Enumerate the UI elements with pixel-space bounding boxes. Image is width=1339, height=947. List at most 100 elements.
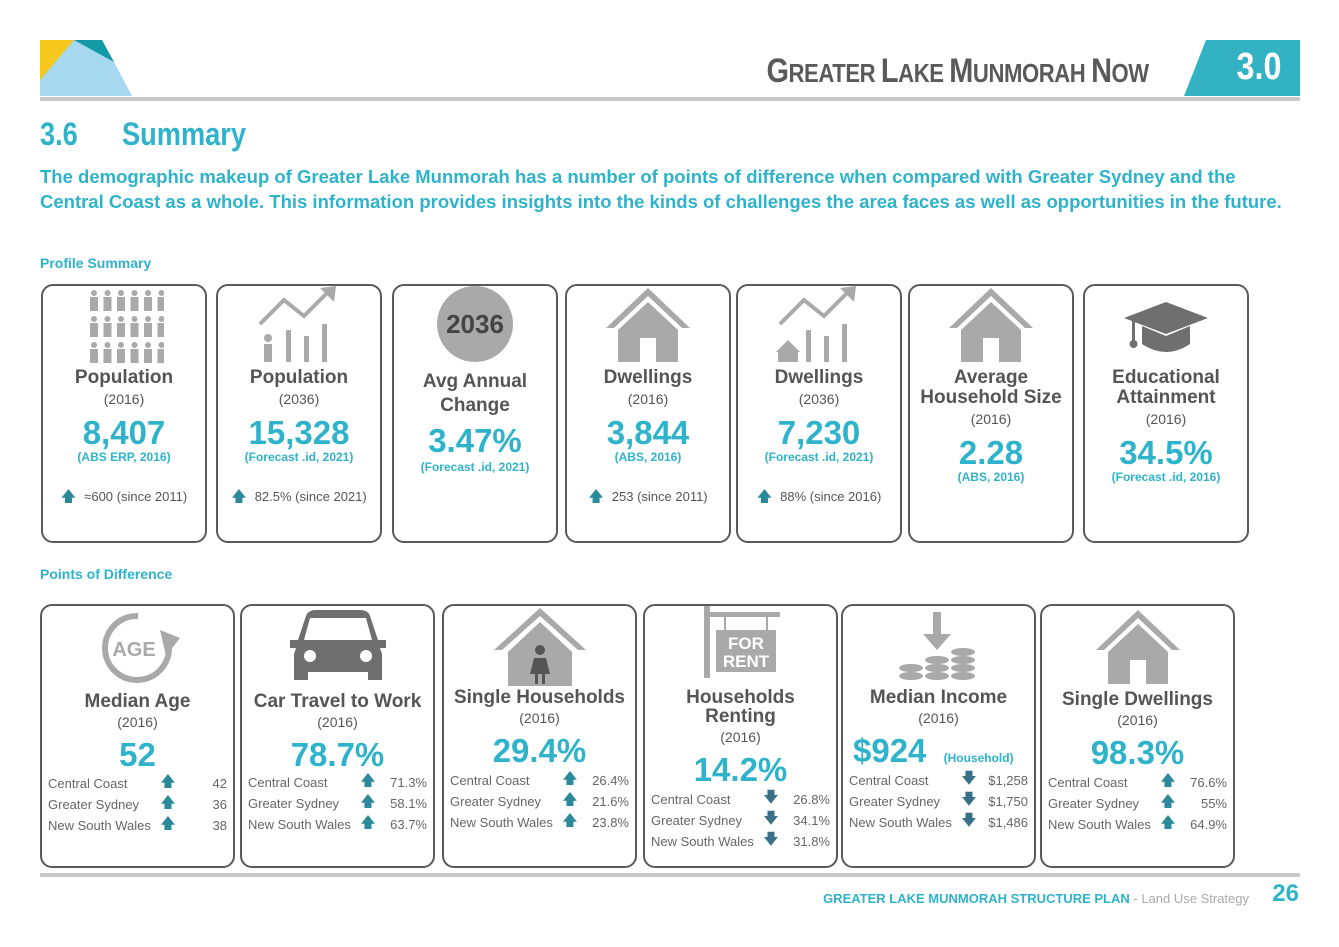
card-title: Single Dwellings (1062, 689, 1213, 710)
card-year: (2016) (627, 391, 669, 407)
comparison-row: New South Wales 🡇 31.8% (651, 831, 830, 852)
up-arrow-icon: 🡅 (360, 814, 376, 831)
difference-card: FOR RENT Households Renting (2016) 14.2%… (643, 604, 838, 868)
comparison-table: Central Coast 🡇 $1,258 Greater Sydney 🡇 $1,75… (849, 770, 1028, 833)
card-year: (2016) (720, 729, 761, 745)
card-note: 🡅 253 (since 2011) (567, 486, 729, 511)
growth-chart-person-icon (218, 286, 380, 364)
card-year: (2016) (1117, 712, 1158, 728)
card-title: Dwellings (603, 367, 693, 388)
card-year: (2016) (317, 714, 358, 730)
year-circle-text: 2036 (446, 309, 504, 339)
person-body (90, 349, 98, 363)
card-value: 14.2% (693, 751, 788, 788)
comparison-row: Central Coast 🡅 76.6% (1048, 772, 1227, 793)
title-part: OW (1111, 58, 1150, 88)
title-part: REATER (788, 58, 882, 88)
card-title: Average Household Size (910, 368, 1072, 408)
card-source: (Forecast .id, 2021) (764, 450, 874, 464)
person-body (117, 349, 125, 363)
footer-divider (40, 873, 1300, 877)
up-arrow-icon: 🡅 (1160, 814, 1176, 831)
comparison-row: New South Wales 🡅 64.9% (1048, 814, 1227, 835)
comparison-row: Central Coast 🡇 26.8% (651, 789, 830, 810)
up-arrow-icon: 🡅 (60, 488, 77, 505)
person-head (131, 342, 138, 348)
comparison-row: New South Wales 🡇 $1,486 (849, 812, 1028, 833)
comparison-row: Greater Sydney 🡅 21.6% (450, 791, 629, 812)
person-head (158, 290, 164, 296)
person-head (118, 342, 124, 348)
card-title-text: Average Household Size (920, 367, 1062, 408)
comparison-label: New South Wales (248, 817, 351, 832)
card-value: 8,407 (82, 414, 166, 451)
card-note: 🡅 82.5% (since 2021) (218, 486, 380, 511)
down-arrow-icon: 🡇 (763, 831, 779, 848)
card-value: 7,230 (777, 414, 861, 451)
up-arrow-icon: 🡅 (360, 793, 376, 810)
down-arrow-icon: 🡇 (763, 810, 779, 827)
comparison-value: 42 (212, 776, 227, 791)
header-divider (40, 97, 1300, 101)
person-head (145, 290, 151, 296)
card-source: (Forecast .id, 2016) (1111, 470, 1221, 484)
up-arrow-icon: 🡅 (160, 815, 176, 832)
card-year: (2016) (1145, 411, 1187, 427)
person-body (144, 349, 152, 363)
house-person-icon (444, 606, 635, 686)
comparison-label: Central Coast (450, 773, 530, 788)
comparison-value: $1,486 (988, 815, 1028, 830)
house-icon (567, 286, 729, 362)
comparison-label: New South Wales (651, 834, 754, 849)
house-icon (910, 286, 1072, 362)
card-value: 34.5% (1119, 434, 1213, 471)
person-head (91, 316, 97, 322)
comparison-value: 36 (212, 797, 227, 812)
card-value-note: (Household) (943, 751, 1014, 765)
comparison-value: 26.4% (592, 773, 629, 788)
comparison-label: New South Wales (849, 815, 952, 830)
document-title: GREATER LAKE MUNMORAH NOW (767, 52, 1150, 91)
title-part: M (949, 52, 974, 90)
difference-card: AGE Median Age (2016) 52 Central Coast 🡅 4… (40, 604, 235, 868)
person-head (104, 290, 111, 296)
card-title: Median Age (84, 691, 191, 712)
profile-card: Average Household Size (2016) 2.28 (ABS,… (908, 284, 1074, 543)
card-title-text: Educational Attainment (1112, 367, 1220, 408)
up-arrow-icon: 🡅 (360, 772, 376, 789)
comparison-value: $1,258 (988, 773, 1028, 788)
comparison-label: Central Coast (651, 792, 731, 807)
person-body (130, 349, 139, 363)
comparison-table: Central Coast 🡅 71.3% Greater Sydney 🡅 58.1% N… (248, 772, 427, 835)
card-note-text: 82.5% (since 2021) (254, 489, 367, 504)
brand-logo-icon (40, 40, 132, 96)
comparison-label: Greater Sydney (849, 794, 941, 809)
difference-card: Median Income (2016) $924 (Household) Ce… (841, 604, 1036, 868)
comparison-row: New South Wales 🡅 38 (48, 815, 227, 836)
profile-summary-heading: Profile Summary (40, 255, 152, 271)
people-icon (43, 288, 205, 366)
comparison-value: 31.8% (793, 834, 830, 849)
card-year: (2016) (117, 714, 158, 730)
card-year: (2016) (970, 411, 1012, 427)
down-arrow-icon: 🡇 (961, 770, 977, 787)
comparison-value: 58.1% (390, 796, 427, 811)
card-year: (2016) (519, 710, 560, 726)
person-body (144, 297, 152, 311)
up-arrow-icon: 🡅 (562, 770, 578, 787)
person-head (104, 316, 111, 322)
section-badge: 3.0 (1184, 40, 1300, 96)
up-arrow-icon: 🡅 (160, 773, 176, 790)
up-arrow-icon: 🡅 (562, 791, 578, 808)
section-number: 3.6 (40, 116, 78, 152)
person-body (157, 323, 164, 337)
card-year: (2036) (278, 391, 320, 407)
comparison-value: 21.6% (592, 794, 629, 809)
person-head (104, 342, 111, 348)
comparison-table: Central Coast 🡅 42 Greater Sydney 🡅 36 New Sou… (48, 773, 227, 836)
graduation-cap-icon (1085, 300, 1247, 356)
person-body (130, 323, 139, 337)
comparison-row: Greater Sydney 🡇 34.1% (651, 810, 830, 831)
comparison-label: Greater Sydney (450, 794, 542, 809)
up-arrow-icon: 🡅 (231, 488, 247, 505)
